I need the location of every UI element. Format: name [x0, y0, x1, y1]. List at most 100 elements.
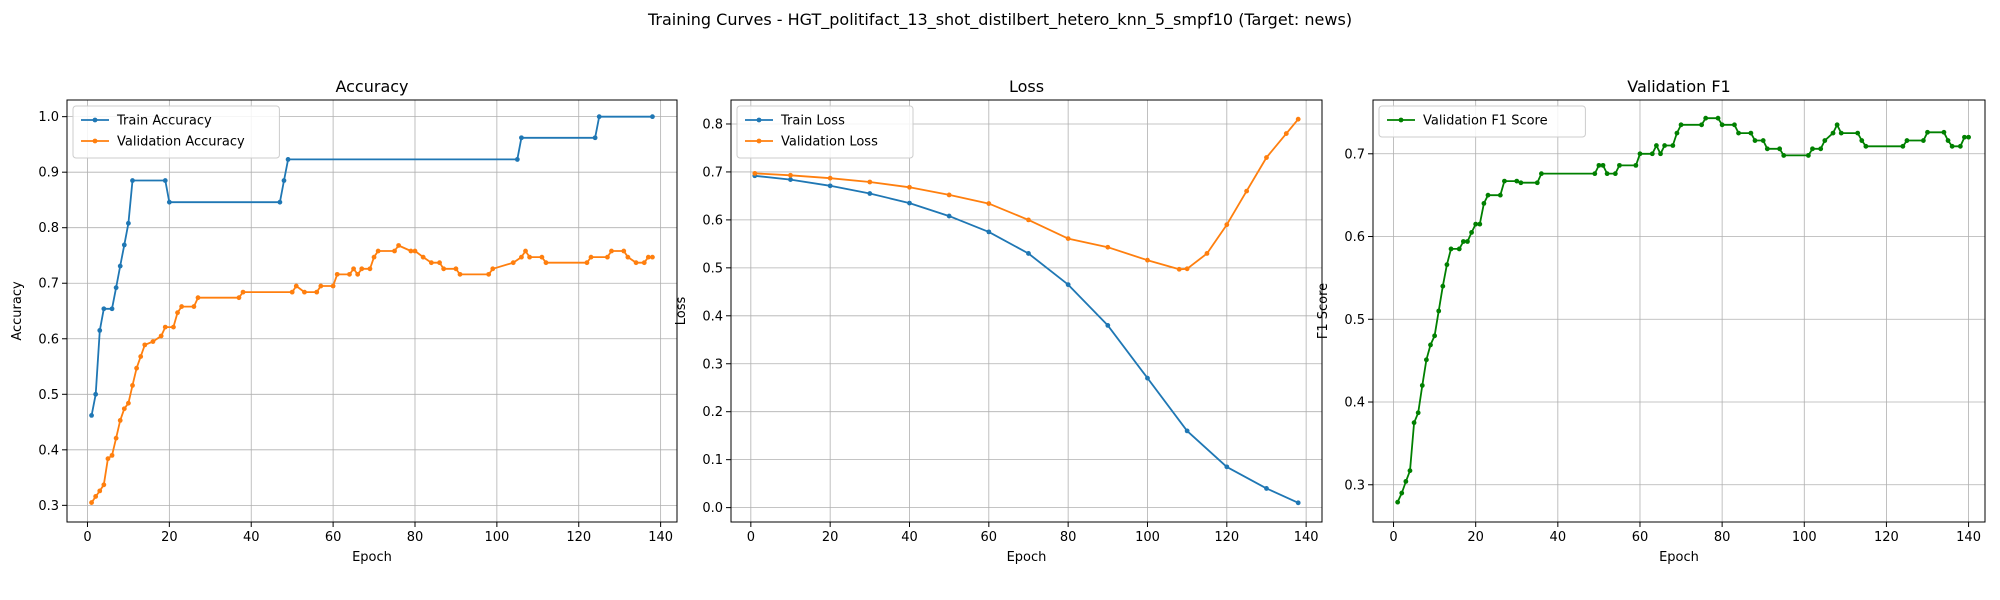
data-point [334, 271, 340, 277]
data-point [1184, 266, 1190, 272]
data-point [827, 183, 833, 189]
chart-title: Accuracy [335, 77, 408, 96]
data-point [1502, 178, 1507, 184]
data-point [1748, 130, 1754, 136]
x-tick-label: 120 [566, 530, 591, 545]
data-point [1204, 251, 1210, 256]
data-point [281, 178, 287, 183]
data-point [97, 488, 103, 494]
data-point [1600, 162, 1606, 168]
data-point [142, 342, 148, 348]
data-point [486, 271, 492, 277]
data-point [162, 324, 168, 330]
data-point [158, 333, 164, 339]
data-point [375, 248, 381, 254]
data-point [162, 178, 168, 183]
y-tick-label: 0.3 [38, 499, 59, 514]
data-point [150, 339, 156, 344]
data-point [412, 248, 418, 254]
data-point [1145, 375, 1150, 381]
data-point [302, 289, 307, 295]
data-point [1539, 171, 1544, 177]
data-point [1654, 143, 1659, 148]
data-point [645, 254, 651, 260]
data-point [1949, 143, 1955, 149]
data-point [134, 365, 139, 371]
data-point [1925, 129, 1930, 135]
y-tick-label: 0.4 [1344, 396, 1365, 411]
series-line-2 [90, 244, 653, 504]
data-point [1633, 162, 1639, 168]
legend: Train Accuracy Validation Accuracy [72, 105, 280, 159]
y-tick-label: 0.2 [702, 405, 723, 420]
data-point [236, 295, 242, 301]
data-point [523, 248, 528, 254]
data-point [752, 170, 758, 176]
data-point [1428, 342, 1433, 348]
x-tick-label: 100 [484, 530, 509, 545]
data-point [907, 200, 912, 206]
y-tick-label: 0.6 [1344, 230, 1365, 245]
data-point [1436, 308, 1442, 314]
y-tick-label: 0.1 [702, 453, 723, 468]
x-tick-label: 40 [243, 530, 260, 545]
data-point [1415, 410, 1421, 416]
data-point [1224, 222, 1230, 228]
data-point [490, 266, 496, 272]
data-point [1764, 146, 1770, 152]
data-point [1497, 192, 1503, 198]
legend-swatch-marker [92, 138, 98, 144]
series-line-1 [754, 174, 1299, 504]
data-point [867, 191, 873, 196]
data-point [195, 295, 201, 301]
data-point [1176, 266, 1182, 272]
data-point [1596, 162, 1602, 168]
legend-label: Validation F1 Score [1423, 114, 1548, 129]
data-point [519, 135, 524, 141]
data-point [609, 248, 614, 254]
data-point [1456, 246, 1462, 252]
data-point [641, 260, 647, 266]
data-point [1649, 151, 1655, 157]
data-point [1699, 122, 1704, 128]
data-point [1604, 171, 1610, 177]
data-point [605, 254, 610, 260]
data-point [1957, 143, 1963, 149]
data-point [1460, 239, 1466, 244]
figure-suptitle: Training Curves - HGT_politifact_13_shot… [647, 10, 1353, 29]
chart-panel-1: 0 20 40 60 80 100 120 140 0.3 0.4 0.5 0.6 0.7 0.8 0.9 1… [10, 77, 678, 565]
legend-label: Validation Loss [781, 135, 878, 150]
x-tick-label: 80 [1060, 530, 1077, 545]
data-point [788, 172, 793, 178]
data-point [1945, 138, 1951, 143]
data-point [130, 178, 135, 183]
data-point [101, 306, 107, 312]
y-tick-label: 0.6 [38, 332, 59, 347]
data-point [1444, 262, 1450, 268]
data-point [351, 266, 356, 272]
data-point [519, 254, 524, 260]
data-point [1399, 490, 1405, 496]
data-point [907, 184, 912, 190]
x-axis-label: Epoch [1007, 550, 1047, 565]
data-point [171, 324, 176, 330]
data-point [1703, 115, 1709, 121]
data-point [1612, 171, 1618, 177]
data-point [1065, 236, 1071, 241]
data-point [113, 435, 119, 441]
data-point [1859, 138, 1865, 143]
y-tick-label: 0.9 [38, 166, 59, 181]
data-point [1514, 178, 1520, 184]
data-point [633, 260, 639, 266]
data-point [1518, 180, 1524, 186]
data-point [166, 199, 172, 205]
data-point [1473, 221, 1479, 227]
data-point [1026, 217, 1031, 223]
data-point [1805, 153, 1811, 158]
x-tick-label: 60 [981, 530, 998, 545]
x-axis-label: Epoch [1659, 550, 1699, 565]
data-point [1411, 420, 1417, 426]
data-point [392, 248, 397, 254]
data-point [1658, 151, 1663, 157]
